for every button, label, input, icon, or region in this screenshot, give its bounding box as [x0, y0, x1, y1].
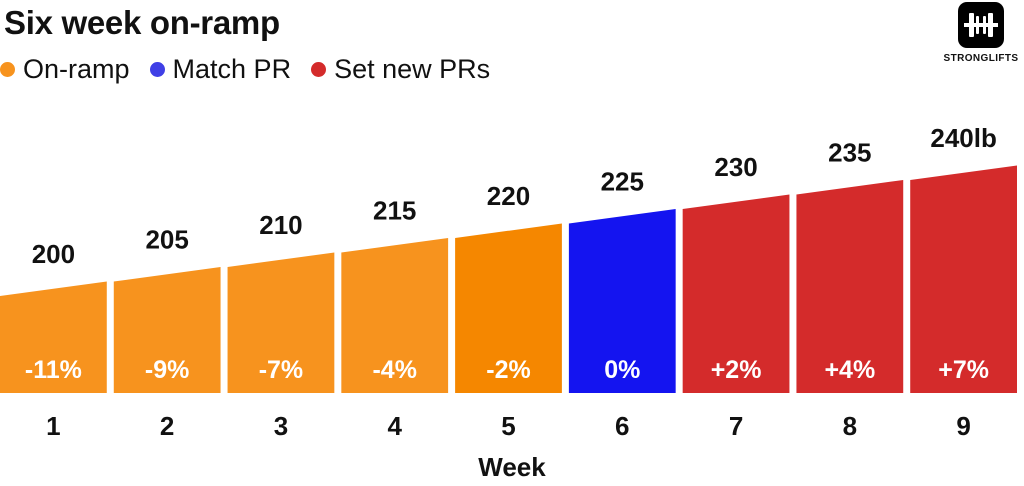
legend-label-match-pr: Match PR [172, 54, 292, 84]
percent-label-week-9: +7% [938, 356, 989, 384]
percent-label-week-2: -9% [145, 356, 189, 384]
bar-week-4 [341, 238, 449, 393]
percent-label-week-3: -7% [259, 356, 303, 384]
value-label-week-7: 230 [714, 152, 757, 182]
percent-label-week-5: -2% [486, 356, 530, 384]
stronglifts-logo: STRONGLIFTS [940, 2, 1022, 64]
value-label-week-3: 210 [259, 210, 302, 240]
value-label-week-6: 225 [601, 166, 644, 196]
x-tick-label-week-8: 8 [843, 411, 857, 441]
percent-label-week-7: +2% [711, 356, 762, 384]
legend-label-new-prs: Set new PRs [334, 54, 491, 84]
value-label-week-2: 205 [145, 224, 188, 254]
value-label-week-4: 215 [373, 195, 416, 225]
x-tick-label-week-9: 9 [956, 411, 970, 441]
legend-swatch-on-ramp [0, 62, 15, 77]
bar-week-6 [568, 209, 676, 393]
x-tick-label-week-6: 6 [615, 411, 629, 441]
percent-label-week-1: -11% [25, 356, 82, 384]
x-axis-label: Week [478, 452, 546, 482]
logo-text: STRONGLIFTS [943, 53, 1019, 64]
barbell-icon [958, 2, 1004, 48]
value-label-week-1: 200 [32, 239, 75, 269]
percent-label-week-4: -4% [372, 356, 416, 384]
bar-week-1 [0, 281, 107, 393]
percent-label-week-6: 0% [604, 356, 640, 384]
legend-swatch-new-prs [311, 62, 327, 77]
legend: On-ramp Match PR Set new PRs [0, 54, 510, 85]
value-label-week-9: 240lb [930, 123, 997, 153]
bar-week-3 [227, 252, 335, 393]
percent-label-week-8: +4% [824, 356, 875, 384]
x-tick-label-week-5: 5 [501, 411, 515, 441]
x-tick-label-week-7: 7 [729, 411, 743, 441]
bar-week-2 [113, 267, 221, 393]
legend-swatch-match-pr [149, 62, 165, 77]
x-tick-label-week-3: 3 [274, 411, 288, 441]
bar-week-7 [682, 194, 790, 393]
x-tick-label-week-2: 2 [160, 411, 174, 441]
legend-item-match-pr: Match PR [149, 54, 292, 85]
legend-label-on-ramp: On-ramp [23, 54, 130, 84]
value-label-week-8: 235 [828, 137, 871, 167]
value-label-week-5: 220 [487, 181, 530, 211]
x-tick-label-week-1: 1 [46, 411, 60, 441]
bar-week-8 [796, 180, 904, 393]
legend-item-new-prs: Set new PRs [311, 54, 490, 85]
bar-week-5 [455, 223, 562, 393]
bar-week-9 [910, 165, 1017, 393]
legend-item-on-ramp: On-ramp [0, 54, 130, 85]
chart-title: Six week on-ramp [4, 4, 280, 41]
x-tick-label-week-4: 4 [387, 411, 402, 441]
